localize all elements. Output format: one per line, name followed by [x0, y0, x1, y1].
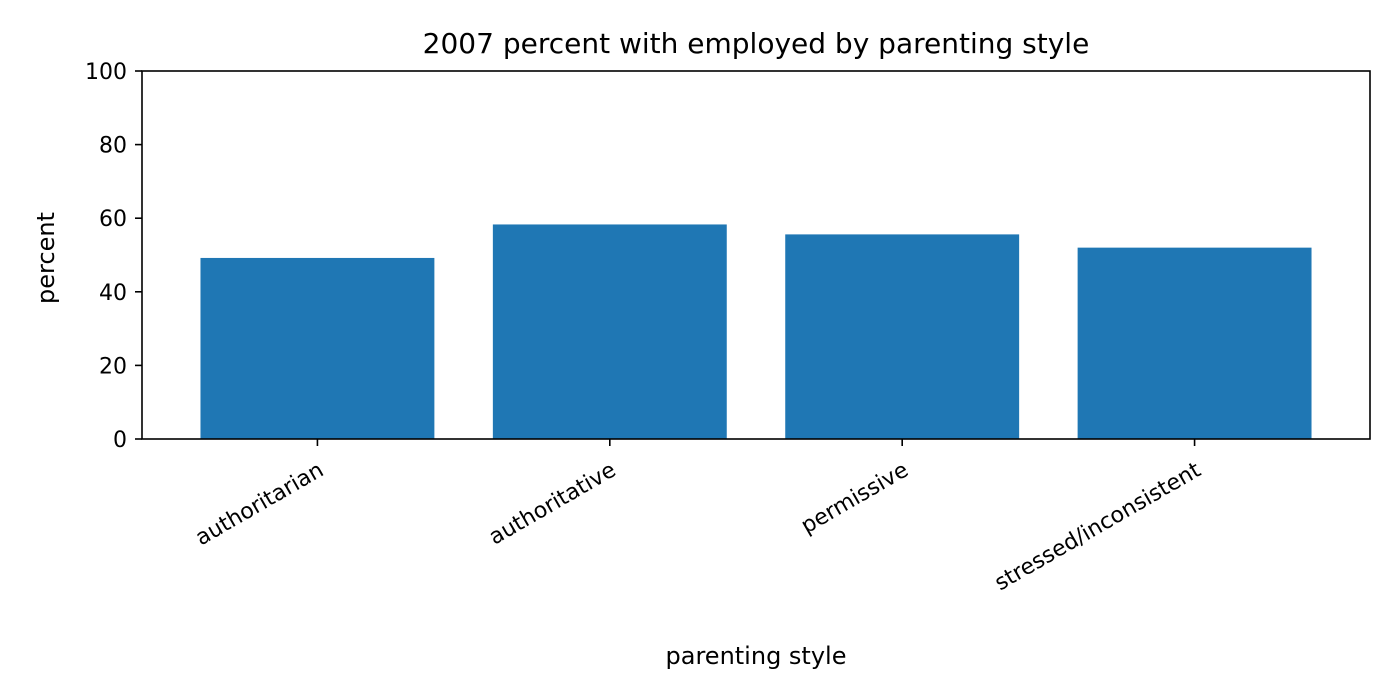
- y-axis: 0 20 40 60 80 100: [85, 60, 142, 453]
- y-tick-label: 20: [99, 354, 127, 379]
- y-tick-label: 60: [99, 207, 127, 232]
- bar-authoritarian: [200, 257, 435, 439]
- y-tick-label: 100: [85, 60, 127, 85]
- plot-frame: [141, 70, 1371, 440]
- x-tick-label: authoritative: [485, 458, 620, 551]
- bar-permissive: [785, 234, 1020, 439]
- x-tick-label: authoritarian: [191, 458, 328, 551]
- x-tick-label: permissive: [797, 458, 913, 539]
- bar-stressed-inconsistent: [1077, 247, 1312, 439]
- x-tick-label: stressed/inconsistent: [991, 458, 1206, 597]
- x-axis-label: parenting style: [666, 642, 847, 670]
- y-tick-label: 80: [99, 134, 127, 159]
- y-axis-label: percent: [32, 212, 60, 304]
- bars-group: [200, 224, 1312, 439]
- chart-title: 2007 percent with employed by parenting …: [423, 27, 1090, 60]
- y-tick-label: 40: [99, 281, 127, 306]
- x-axis: authoritarian authoritative permissive stre…: [191, 439, 1205, 596]
- y-tick-label: 0: [113, 428, 127, 453]
- bar-authoritative: [492, 224, 727, 439]
